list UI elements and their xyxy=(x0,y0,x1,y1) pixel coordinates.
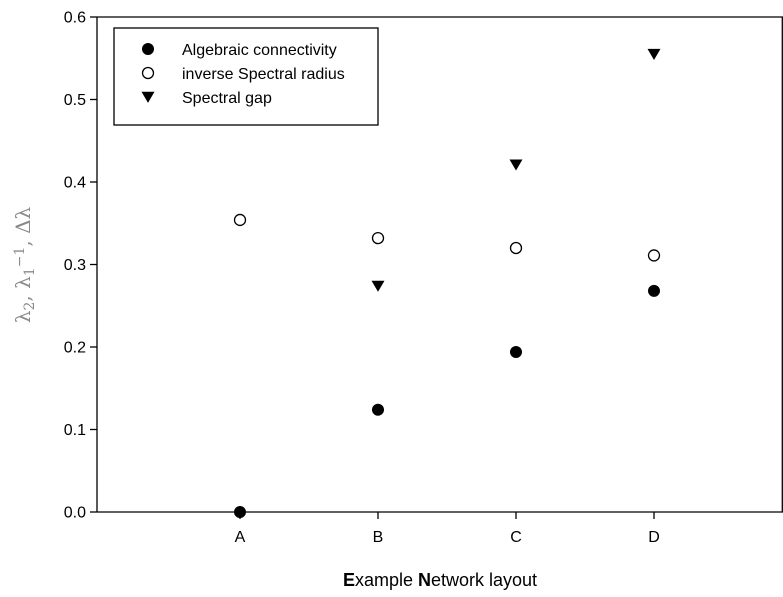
x-axis: A B C D xyxy=(235,512,660,546)
x-tick-label: B xyxy=(373,529,384,546)
spectral-gap-point xyxy=(509,159,523,171)
y-tick-label: 0.3 xyxy=(64,257,86,274)
legend-label-algebraic-connectivity: Algebraic connectivity xyxy=(182,42,337,59)
algebraic-connectivity-point xyxy=(234,506,246,518)
legend-label-spectral-gap: Spectral gap xyxy=(182,90,272,107)
y-tick-label: 0.5 xyxy=(64,92,86,109)
legend: Algebraic connectivity inverse Spectral r… xyxy=(113,27,379,126)
y-tick-label: 0.4 xyxy=(64,175,86,192)
y-tick-label: 0.0 xyxy=(64,505,86,522)
x-axis-label: Example Network layout xyxy=(343,570,537,590)
y-axis-label: λ2, λ1−1, Δλ xyxy=(11,206,38,323)
algebraic-connectivity-point xyxy=(372,403,384,416)
algebraic-connectivity-point xyxy=(510,345,522,358)
legend-box xyxy=(113,27,379,126)
y-tick-label: 0.6 xyxy=(64,10,86,27)
spectral-gap-point xyxy=(371,280,385,292)
y-tick-label: 0.1 xyxy=(64,422,86,439)
y-tick-label: 0.2 xyxy=(64,340,86,357)
legend-marker-spectral-gap xyxy=(141,91,155,103)
inverse-spectral-radius-point xyxy=(371,231,385,245)
inverse-spectral-radius-point xyxy=(647,249,661,262)
legend-label-inverse-spectral-radius: inverse Spectral radius xyxy=(182,66,345,83)
legend-marker-algebraic-connectivity xyxy=(142,43,154,55)
y-axis: 0.0 0.1 0.2 0.3 0.4 0.5 0.6 xyxy=(64,10,97,522)
algebraic-connectivity-point xyxy=(648,284,660,297)
x-tick-label: A xyxy=(235,529,246,546)
inverse-spectral-radius-point xyxy=(233,213,247,227)
x-tick-label: C xyxy=(510,529,522,546)
inverse-spectral-radius-point xyxy=(509,241,523,255)
data-marks xyxy=(233,48,661,518)
legend-marker-inverse-spectral-radius xyxy=(141,66,155,80)
x-tick-label: D xyxy=(648,529,660,546)
spectral-gap-point xyxy=(647,48,661,60)
